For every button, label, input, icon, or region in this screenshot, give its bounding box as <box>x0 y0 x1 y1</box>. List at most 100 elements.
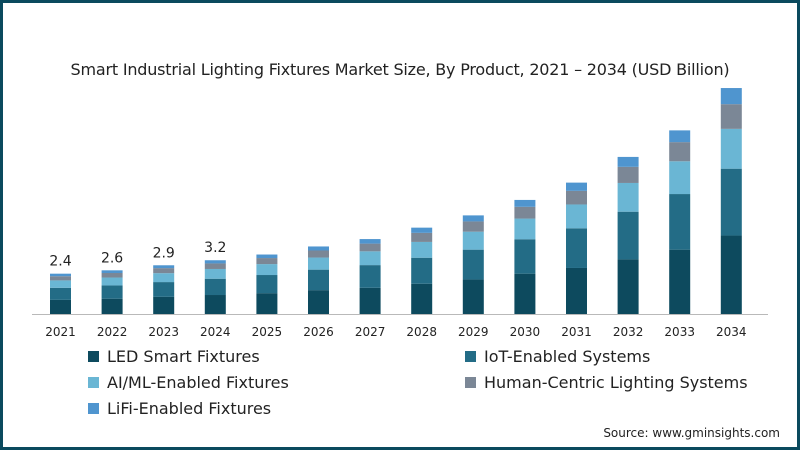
legend-item-led-smart-fixtures: LED Smart Fixtures <box>88 347 260 366</box>
bar-segment-2032-series-2 <box>617 182 639 212</box>
bar-segment-2030-series-2 <box>514 218 536 240</box>
x-tick-label-2021: 2021 <box>45 325 76 339</box>
bar-segment-2034-series-4 <box>720 88 742 105</box>
bar-segment-2030-series-3 <box>514 206 536 219</box>
legend-label: Human-Centric Lighting Systems <box>484 373 748 392</box>
bar-segment-2032-series-1 <box>617 211 639 260</box>
data-label-2022: 2.6 <box>101 250 123 266</box>
bar-segment-2033-series-1 <box>669 194 691 250</box>
bar-segment-2021-series-0 <box>50 299 71 314</box>
bar-segment-2026-series-0 <box>308 290 329 314</box>
legend-swatch-aiml <box>88 377 99 388</box>
bar-segment-2024-series-3 <box>204 263 226 269</box>
legend-label: LiFi-Enabled Fixtures <box>107 399 272 418</box>
bar-segment-2023-series-4 <box>153 265 175 269</box>
bar-segment-2033-series-0 <box>669 249 691 314</box>
legend-item-lifi-enabled-fixtures: LiFi-Enabled Fixtures <box>88 399 271 418</box>
x-tick-label-2033: 2033 <box>664 325 695 339</box>
x-tick-label-2027: 2027 <box>355 325 386 339</box>
legend-swatch-hcl <box>465 377 476 388</box>
bar-segment-2028-series-1 <box>411 257 433 284</box>
bar-segment-2023-series-3 <box>153 268 175 274</box>
bar-segment-2021-series-4 <box>50 273 71 277</box>
bar-segment-2023-series-1 <box>153 282 175 297</box>
x-tick-label-2029: 2029 <box>458 325 489 339</box>
bar-segment-2021-series-1 <box>50 287 71 300</box>
bar-segment-2033-series-4 <box>669 130 691 143</box>
legend-label: LED Smart Fixtures <box>107 347 260 366</box>
legend-swatch-iot <box>465 351 476 362</box>
bar-segment-2025-series-4 <box>256 254 278 259</box>
bar-segment-2024-series-1 <box>204 278 226 296</box>
bar-segment-2022-series-1 <box>101 285 123 299</box>
bar-segment-2023-series-0 <box>153 296 175 314</box>
bar-segment-2027-series-0 <box>359 287 381 314</box>
legend-label: IoT-Enabled Systems <box>484 347 651 366</box>
x-tick-label-2034: 2034 <box>716 325 747 339</box>
data-label-2021: 2.4 <box>49 254 71 270</box>
bar-segment-2032-series-4 <box>617 156 639 167</box>
bar-segment-2021-series-3 <box>50 276 71 281</box>
bar-segment-2027-series-3 <box>359 243 381 252</box>
data-label-2023: 2.9 <box>153 245 175 261</box>
bar-segment-2026-series-3 <box>308 250 329 258</box>
bar-segment-2034-series-0 <box>720 235 742 314</box>
bar-segment-2024-series-0 <box>204 295 226 314</box>
x-tick-label-2022: 2022 <box>97 325 128 339</box>
bar-segment-2027-series-1 <box>359 265 381 288</box>
data-label-2024: 3.2 <box>204 240 226 256</box>
bar-segment-2031-series-3 <box>566 190 587 205</box>
source-note: Source: www.gminsights.com <box>603 426 780 440</box>
bar-segment-2030-series-0 <box>514 273 536 314</box>
bar-segment-2022-series-3 <box>101 273 123 278</box>
bar-segment-2025-series-0 <box>256 293 278 314</box>
bar-segment-2033-series-2 <box>669 161 691 195</box>
bar-segment-2032-series-3 <box>617 166 639 183</box>
bar-segment-2027-series-2 <box>359 251 381 266</box>
bar-segment-2022-series-4 <box>101 270 123 274</box>
x-tick-label-2024: 2024 <box>200 325 231 339</box>
bar-segment-2030-series-1 <box>514 239 536 274</box>
x-tick-label-2030: 2030 <box>510 325 541 339</box>
chart-title: Smart Industrial Lighting Fixtures Marke… <box>70 60 730 79</box>
bar-segment-2031-series-0 <box>566 267 587 314</box>
bar-segment-2031-series-4 <box>566 182 587 191</box>
bar-segment-2022-series-2 <box>101 277 123 286</box>
bar-segment-2029-series-4 <box>462 215 484 222</box>
bar-segment-2029-series-2 <box>462 231 484 250</box>
bar-segment-2021-series-2 <box>50 280 71 288</box>
bar-segment-2028-series-2 <box>411 241 433 258</box>
bar-segment-2031-series-1 <box>566 228 587 268</box>
bar-segment-2031-series-2 <box>566 204 587 229</box>
bar-segment-2029-series-0 <box>462 279 484 314</box>
bar-segment-2024-series-2 <box>204 268 226 279</box>
bar-segment-2027-series-4 <box>359 239 381 244</box>
legend-item-iot-enabled-systems: IoT-Enabled Systems <box>465 347 650 366</box>
bar-segment-2030-series-4 <box>514 199 536 207</box>
bar-segment-2026-series-2 <box>308 257 329 270</box>
bar-segment-2028-series-3 <box>411 232 433 242</box>
bar-segment-2025-series-1 <box>256 275 278 294</box>
bar-segment-2034-series-3 <box>720 104 742 129</box>
x-tick-label-2028: 2028 <box>406 325 437 339</box>
legend-label: AI/ML-Enabled Fixtures <box>107 373 289 392</box>
x-tick-label-2023: 2023 <box>148 325 179 339</box>
bar-segment-2024-series-4 <box>204 260 226 264</box>
bar-segment-2029-series-3 <box>462 221 484 232</box>
bar-segment-2025-series-3 <box>256 258 278 265</box>
legend-item-ai-ml-enabled-fixtures: AI/ML-Enabled Fixtures <box>88 373 289 392</box>
x-tick-label-2025: 2025 <box>252 325 283 339</box>
legend-swatch-led <box>88 351 99 362</box>
bar-segment-2028-series-4 <box>411 227 433 233</box>
x-tick-label-2026: 2026 <box>303 325 334 339</box>
x-tick-label-2032: 2032 <box>613 325 644 339</box>
x-tick-label-2031: 2031 <box>561 325 592 339</box>
legend-swatch-lifi <box>88 403 99 414</box>
bar-segment-2025-series-2 <box>256 264 278 276</box>
bar-segment-2023-series-2 <box>153 273 175 283</box>
bar-segment-2026-series-1 <box>308 269 329 291</box>
bar-segment-2022-series-0 <box>101 298 123 314</box>
bar-segment-2033-series-3 <box>669 142 691 162</box>
